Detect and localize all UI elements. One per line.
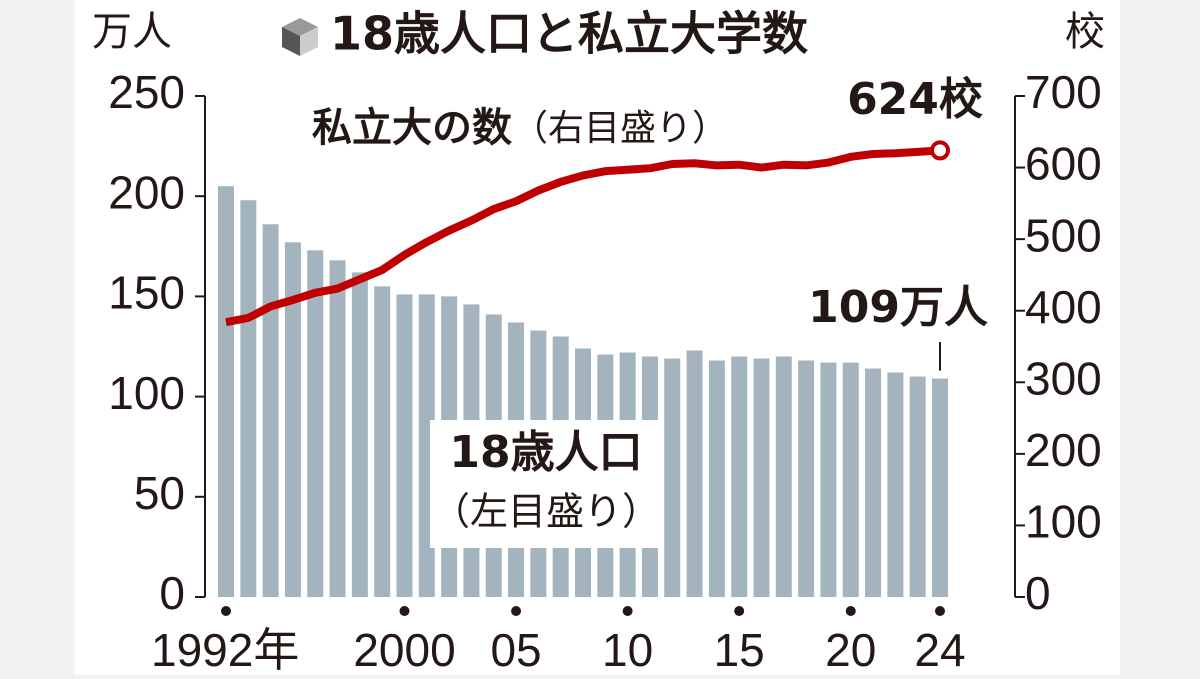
x-tick-dot <box>845 606 856 616</box>
bar-value-label: 109万人 <box>808 282 988 333</box>
y2-tick-label: 100 <box>1025 496 1102 548</box>
x-tick-dot <box>399 606 410 616</box>
x-tick-label: 10 <box>602 624 653 675</box>
y-tick-label: 50 <box>134 467 185 519</box>
x-tick-label: 1992年 <box>151 624 299 675</box>
bar <box>240 200 257 597</box>
y-tick-label: 200 <box>108 166 185 218</box>
line-value-label: 624校 <box>847 74 983 125</box>
x-tick-label: 20 <box>825 624 876 675</box>
label-box <box>430 420 662 548</box>
bar <box>374 286 391 597</box>
bar <box>262 224 279 598</box>
y2-tick-label: 700 <box>1025 66 1102 118</box>
bar <box>307 250 324 598</box>
chart-title: 18歳人口と私立大学数 <box>330 7 808 61</box>
bar <box>664 358 681 597</box>
x-tick-label: 24 <box>914 624 965 675</box>
y2-tick-label: 300 <box>1025 352 1102 404</box>
y2-tick-label: 600 <box>1025 138 1102 190</box>
bar <box>396 294 413 597</box>
bar <box>731 356 748 597</box>
x-tick-dot <box>511 606 522 616</box>
bar <box>284 242 301 598</box>
x-tick-dot <box>221 606 231 616</box>
y2-tick-label: 500 <box>1025 209 1102 261</box>
bar <box>820 362 837 597</box>
y-tick-label: 0 <box>159 567 185 619</box>
x-tick-dot <box>622 606 633 616</box>
title-icon <box>282 18 318 56</box>
plot: 0501001502002500100200300400500600700109… <box>108 66 1102 676</box>
bar <box>708 360 725 597</box>
bar <box>798 360 815 597</box>
bar-series-name: 18歳人口 <box>449 427 642 478</box>
x-tick-dot <box>734 606 745 616</box>
y2-tick-label: 400 <box>1025 281 1102 333</box>
bar <box>842 362 859 597</box>
y-tick-label: 150 <box>108 267 185 319</box>
x-tick-dot <box>935 606 945 616</box>
y-tick-label: 250 <box>108 66 185 118</box>
end-marker <box>930 140 950 161</box>
line-axis-note: （右目盛り） <box>512 108 728 149</box>
y2-axis-unit: 校 <box>1065 9 1105 55</box>
line-series-name: 私立大の数 <box>312 105 512 151</box>
bar-axis-note: （左目盛り） <box>432 490 660 534</box>
y-tick-label: 100 <box>108 367 185 419</box>
bar <box>909 376 926 597</box>
bar <box>865 368 882 597</box>
y-axis-unit: 万人 <box>92 9 172 55</box>
bar <box>351 272 368 597</box>
bar <box>932 378 948 597</box>
bar <box>686 350 703 597</box>
x-tick-label: 15 <box>714 624 765 675</box>
line <box>225 146 941 327</box>
bar <box>887 372 904 597</box>
bar <box>753 358 770 597</box>
bar <box>775 356 792 597</box>
x-tick-label: 05 <box>490 624 541 675</box>
line-legend: 私立大の数（右目盛り） <box>312 105 728 151</box>
y2-tick-label: 0 <box>1025 567 1051 619</box>
bar <box>329 260 346 597</box>
y2-tick-label: 200 <box>1025 424 1102 476</box>
x-tick-label: 2000 <box>353 624 455 675</box>
bar <box>218 186 234 597</box>
